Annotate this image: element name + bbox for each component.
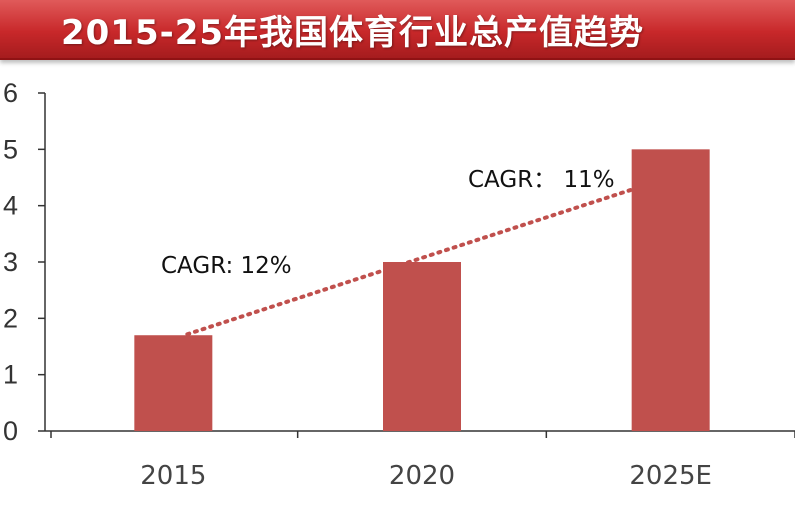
x-tick-label: 2015 [140, 461, 206, 491]
cagr-annotation-2: CAGR： 11% [468, 167, 615, 193]
y-tick-label: 3 [3, 247, 18, 277]
x-tick-label: 2020 [389, 461, 455, 491]
y-tick-label: 5 [3, 134, 18, 164]
cagr-annotation-1: CAGR: 12% [161, 253, 292, 279]
y-tick-label: 6 [3, 78, 18, 108]
x-axis: 2015 2020 2025E [45, 431, 795, 491]
y-tick-label: 4 [3, 191, 18, 221]
bar [383, 262, 461, 431]
y-tick-label: 2 [3, 303, 18, 333]
bar [632, 149, 710, 431]
y-tick-label: 1 [3, 360, 18, 390]
y-tick-label: 0 [3, 416, 18, 446]
x-tick-label: 2025E [629, 461, 712, 491]
y-axis: 0 1 2 3 4 5 6 [3, 78, 45, 446]
bar [134, 335, 212, 431]
